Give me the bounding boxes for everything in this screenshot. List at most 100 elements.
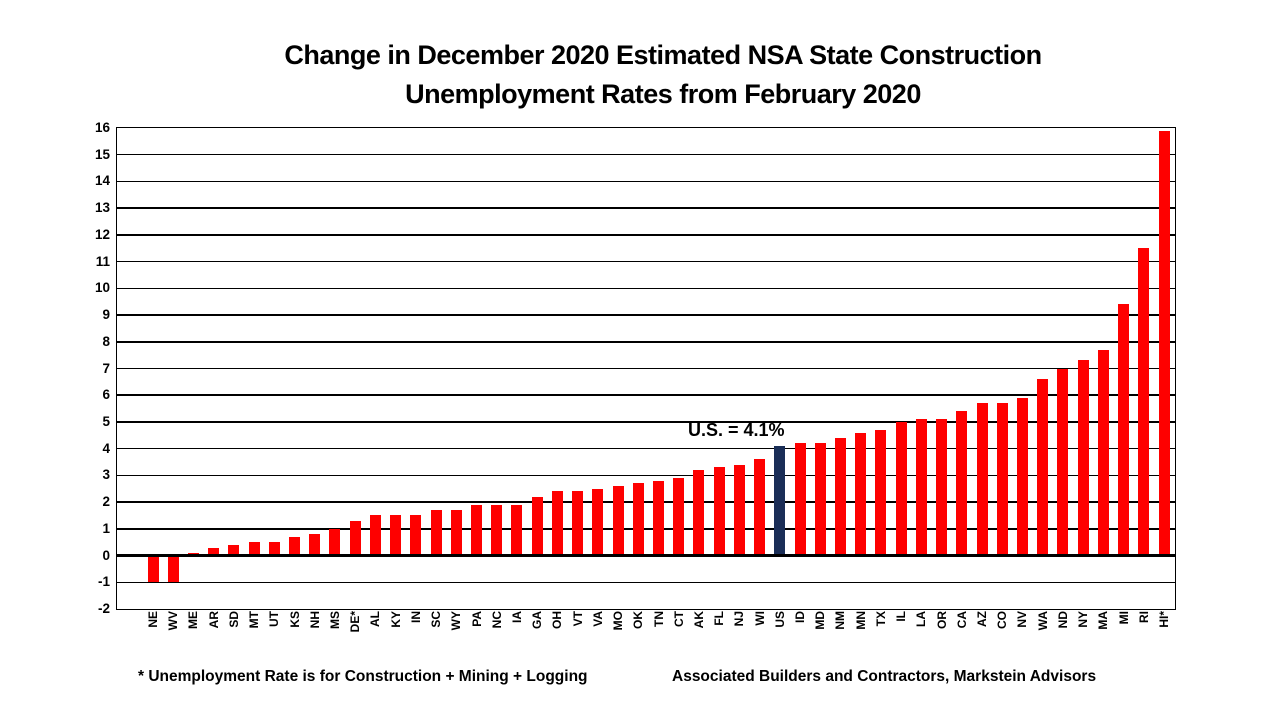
bar-LA [915, 419, 927, 556]
y-tick-label-11: 11 [95, 253, 110, 269]
chart-title-line1: Change in December 2020 Estimated NSA St… [284, 40, 1042, 70]
bar-DE* [349, 520, 361, 556]
bar-SD [228, 544, 240, 556]
bar-IN [410, 515, 422, 556]
y-tick-label-15: 15 [94, 146, 110, 162]
x-label-WI: WI [752, 611, 767, 626]
x-label-AR: AR [206, 611, 221, 629]
y-tick-label-3: 3 [102, 467, 110, 483]
bar-NH [309, 534, 321, 556]
y-tick-label-14: 14 [94, 173, 110, 189]
zero-baseline [117, 554, 1175, 558]
bar-UT [268, 542, 280, 556]
bar-AL [369, 515, 381, 556]
bar-VA [592, 488, 604, 556]
bar-ID [794, 443, 806, 556]
x-label-IA: IA [509, 611, 524, 623]
bar-MS [329, 528, 341, 556]
y-tick-label-6: 6 [102, 387, 110, 403]
bar-NM [834, 437, 846, 556]
bar-MI [1118, 304, 1130, 556]
bar-VT [572, 491, 584, 556]
bar-WI [754, 459, 766, 556]
x-label-MO: MO [611, 611, 626, 631]
gridline--1 [117, 581, 1175, 584]
x-label-NM: NM [833, 611, 848, 630]
bar-MA [1097, 349, 1109, 556]
x-label-CA: CA [954, 611, 969, 629]
x-label-NV: NV [1015, 611, 1030, 628]
footnote-definition: * Unemployment Rate is for Construction … [138, 668, 588, 685]
gridline-6 [117, 394, 1175, 396]
y-tick-label-10: 10 [94, 280, 110, 296]
x-label-WA: WA [1035, 611, 1050, 631]
bar-ND [1057, 368, 1069, 556]
bar-SC [430, 510, 442, 556]
x-label-US: US [772, 611, 787, 628]
x-label-NE: NE [146, 611, 160, 628]
x-label-ND: ND [1055, 611, 1070, 629]
bar-US [774, 445, 786, 556]
x-label-MS: MS [327, 611, 342, 629]
x-label-ME: ME [186, 611, 201, 629]
bar-OH [551, 491, 563, 556]
x-label-RI: RI [1136, 611, 1151, 623]
bar-TX [875, 429, 887, 556]
bar-FL [713, 467, 725, 556]
bar-NY [1077, 360, 1089, 556]
x-label-VA: VA [590, 611, 605, 627]
bar-KS [289, 536, 301, 556]
bar-CT [673, 478, 685, 556]
x-label-SC: SC [429, 611, 444, 628]
gridline-15 [117, 153, 1175, 156]
bar-AR [208, 547, 220, 556]
x-label-MT: MT [247, 611, 262, 629]
x-label-VT: VT [570, 611, 585, 627]
x-label-AZ: AZ [975, 611, 990, 627]
x-label-KS: KS [287, 611, 302, 628]
bar-CO [996, 403, 1008, 556]
x-label-OR: OR [934, 611, 949, 629]
plot-border [116, 127, 1176, 610]
x-label-AK: AK [691, 611, 706, 629]
x-label-DE*: DE* [348, 611, 363, 633]
y-tick-label-8: 8 [102, 333, 110, 349]
y-tick-label--1: -1 [97, 574, 110, 590]
x-label-GA: GA [530, 611, 545, 629]
gridline-3 [117, 474, 1175, 477]
x-label-TN: TN [651, 611, 666, 627]
x-label-CT: CT [671, 611, 686, 627]
bar-CA [956, 411, 968, 556]
bar-OR [936, 419, 948, 556]
x-label-PA: PA [469, 611, 484, 627]
gridline-7 [117, 367, 1175, 370]
bar-KY [390, 515, 402, 556]
y-tick-label-5: 5 [102, 413, 110, 429]
x-label-KY: KY [388, 611, 403, 628]
y-tick-label--2: -2 [97, 601, 110, 616]
y-tick-label-7: 7 [102, 360, 110, 376]
x-label-WY: WY [449, 611, 464, 631]
x-label-HI*: HI* [1157, 611, 1171, 628]
x-label-OH: OH [550, 611, 565, 629]
bar-WV [167, 555, 179, 583]
gridline-8 [117, 341, 1175, 343]
x-label-ID: ID [793, 611, 808, 623]
us-annotation: U.S. = 4.1% [688, 420, 785, 440]
bar-IA [511, 504, 523, 556]
bar-NE [147, 555, 159, 583]
bar-GA [531, 496, 543, 556]
x-label-IN: IN [408, 611, 423, 623]
y-tick-label-1: 1 [102, 520, 110, 536]
bar-MN [855, 432, 867, 556]
gridline-10 [117, 287, 1175, 290]
gridline-11 [117, 260, 1175, 263]
x-label-NJ: NJ [732, 611, 747, 627]
chart-title-line2: Unemployment Rates from February 2020 [405, 79, 921, 109]
bar-OK [632, 483, 644, 556]
x-label-CO: CO [995, 611, 1010, 629]
x-label-AL: AL [368, 611, 383, 627]
x-label-SD: SD [226, 611, 241, 628]
gridline-4 [117, 447, 1175, 450]
